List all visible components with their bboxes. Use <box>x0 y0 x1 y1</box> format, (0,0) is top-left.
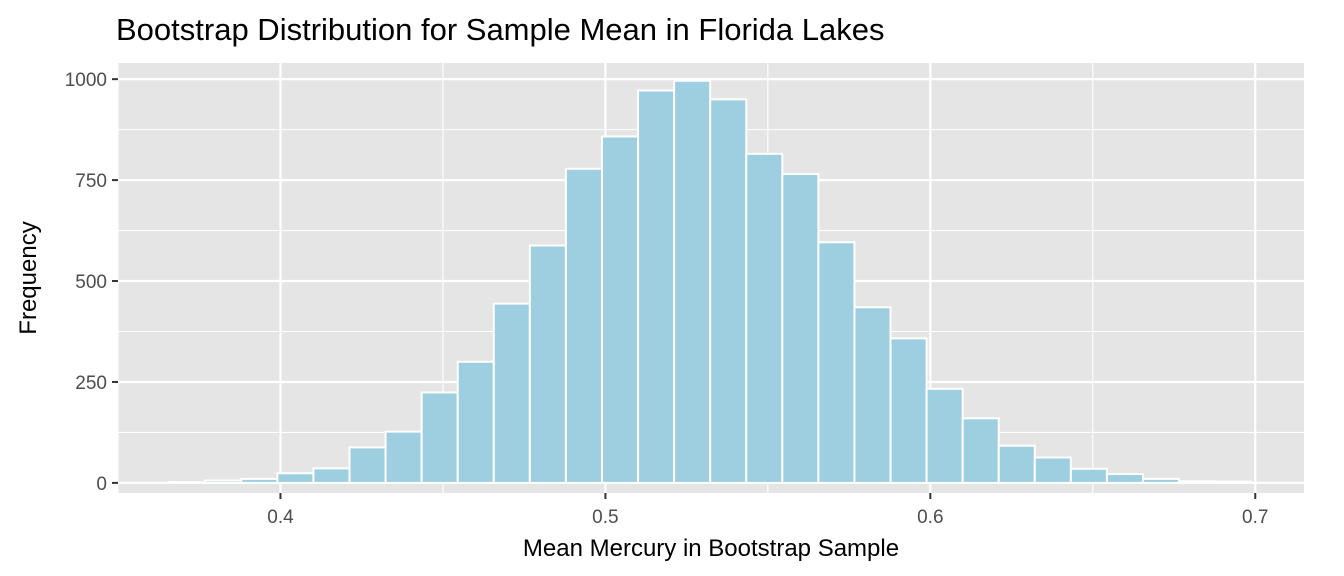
histogram-bar <box>673 79 712 484</box>
histogram-bar <box>600 135 640 484</box>
histogram-bar <box>168 481 207 484</box>
y-tick-label: 1000 <box>65 70 107 91</box>
histogram-bar <box>1214 480 1253 484</box>
histogram-bar <box>1105 473 1144 484</box>
histogram-bar <box>240 477 279 484</box>
histogram-bar <box>1069 467 1108 484</box>
histogram-bar <box>348 446 387 484</box>
histogram-bar <box>961 417 1000 484</box>
y-axis: 0 250 500 750 1000 <box>65 70 118 495</box>
histogram-bar <box>492 302 531 484</box>
x-tick-label: 0.6 <box>917 507 943 528</box>
histogram-bar <box>204 479 243 484</box>
x-tick-label: 0.5 <box>592 507 618 528</box>
histogram-bar <box>384 430 423 484</box>
y-tick-label: 0 <box>96 474 107 495</box>
histogram-bar <box>528 244 567 484</box>
histogram-bar <box>997 444 1036 484</box>
histogram-bar <box>276 472 315 484</box>
histogram-bar <box>637 89 676 484</box>
histogram-bar <box>1033 456 1072 484</box>
histogram-bar <box>889 337 928 484</box>
histogram-bar <box>781 173 820 484</box>
histogram-bar <box>456 360 495 484</box>
histogram-bar <box>420 391 459 484</box>
y-axis-title: Frequency <box>15 221 42 334</box>
histogram-bar <box>745 152 784 484</box>
histogram-bar <box>312 467 351 484</box>
histogram-bar <box>925 387 964 484</box>
x-tick-label: 0.7 <box>1242 507 1268 528</box>
histogram-bar <box>564 167 603 484</box>
histogram-bar <box>1178 480 1217 484</box>
chart-title: Bootstrap Distribution for Sample Mean i… <box>116 12 884 47</box>
histogram-bars <box>168 79 1253 484</box>
histogram-bar <box>1141 477 1181 484</box>
x-axis: 0.4 0.5 0.6 0.7 <box>267 493 1268 528</box>
y-tick-label: 500 <box>75 272 107 293</box>
histogram-bar <box>817 241 856 484</box>
x-axis-title: Mean Mercury in Bootstrap Sample <box>523 535 899 562</box>
histogram-bar <box>853 306 892 484</box>
y-tick-label: 250 <box>75 373 107 394</box>
x-tick-label: 0.4 <box>267 507 294 528</box>
y-tick-label: 750 <box>75 171 107 192</box>
histogram-bar <box>709 98 748 484</box>
